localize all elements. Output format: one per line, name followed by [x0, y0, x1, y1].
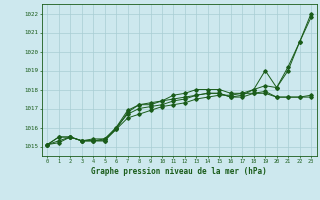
X-axis label: Graphe pression niveau de la mer (hPa): Graphe pression niveau de la mer (hPa): [91, 167, 267, 176]
